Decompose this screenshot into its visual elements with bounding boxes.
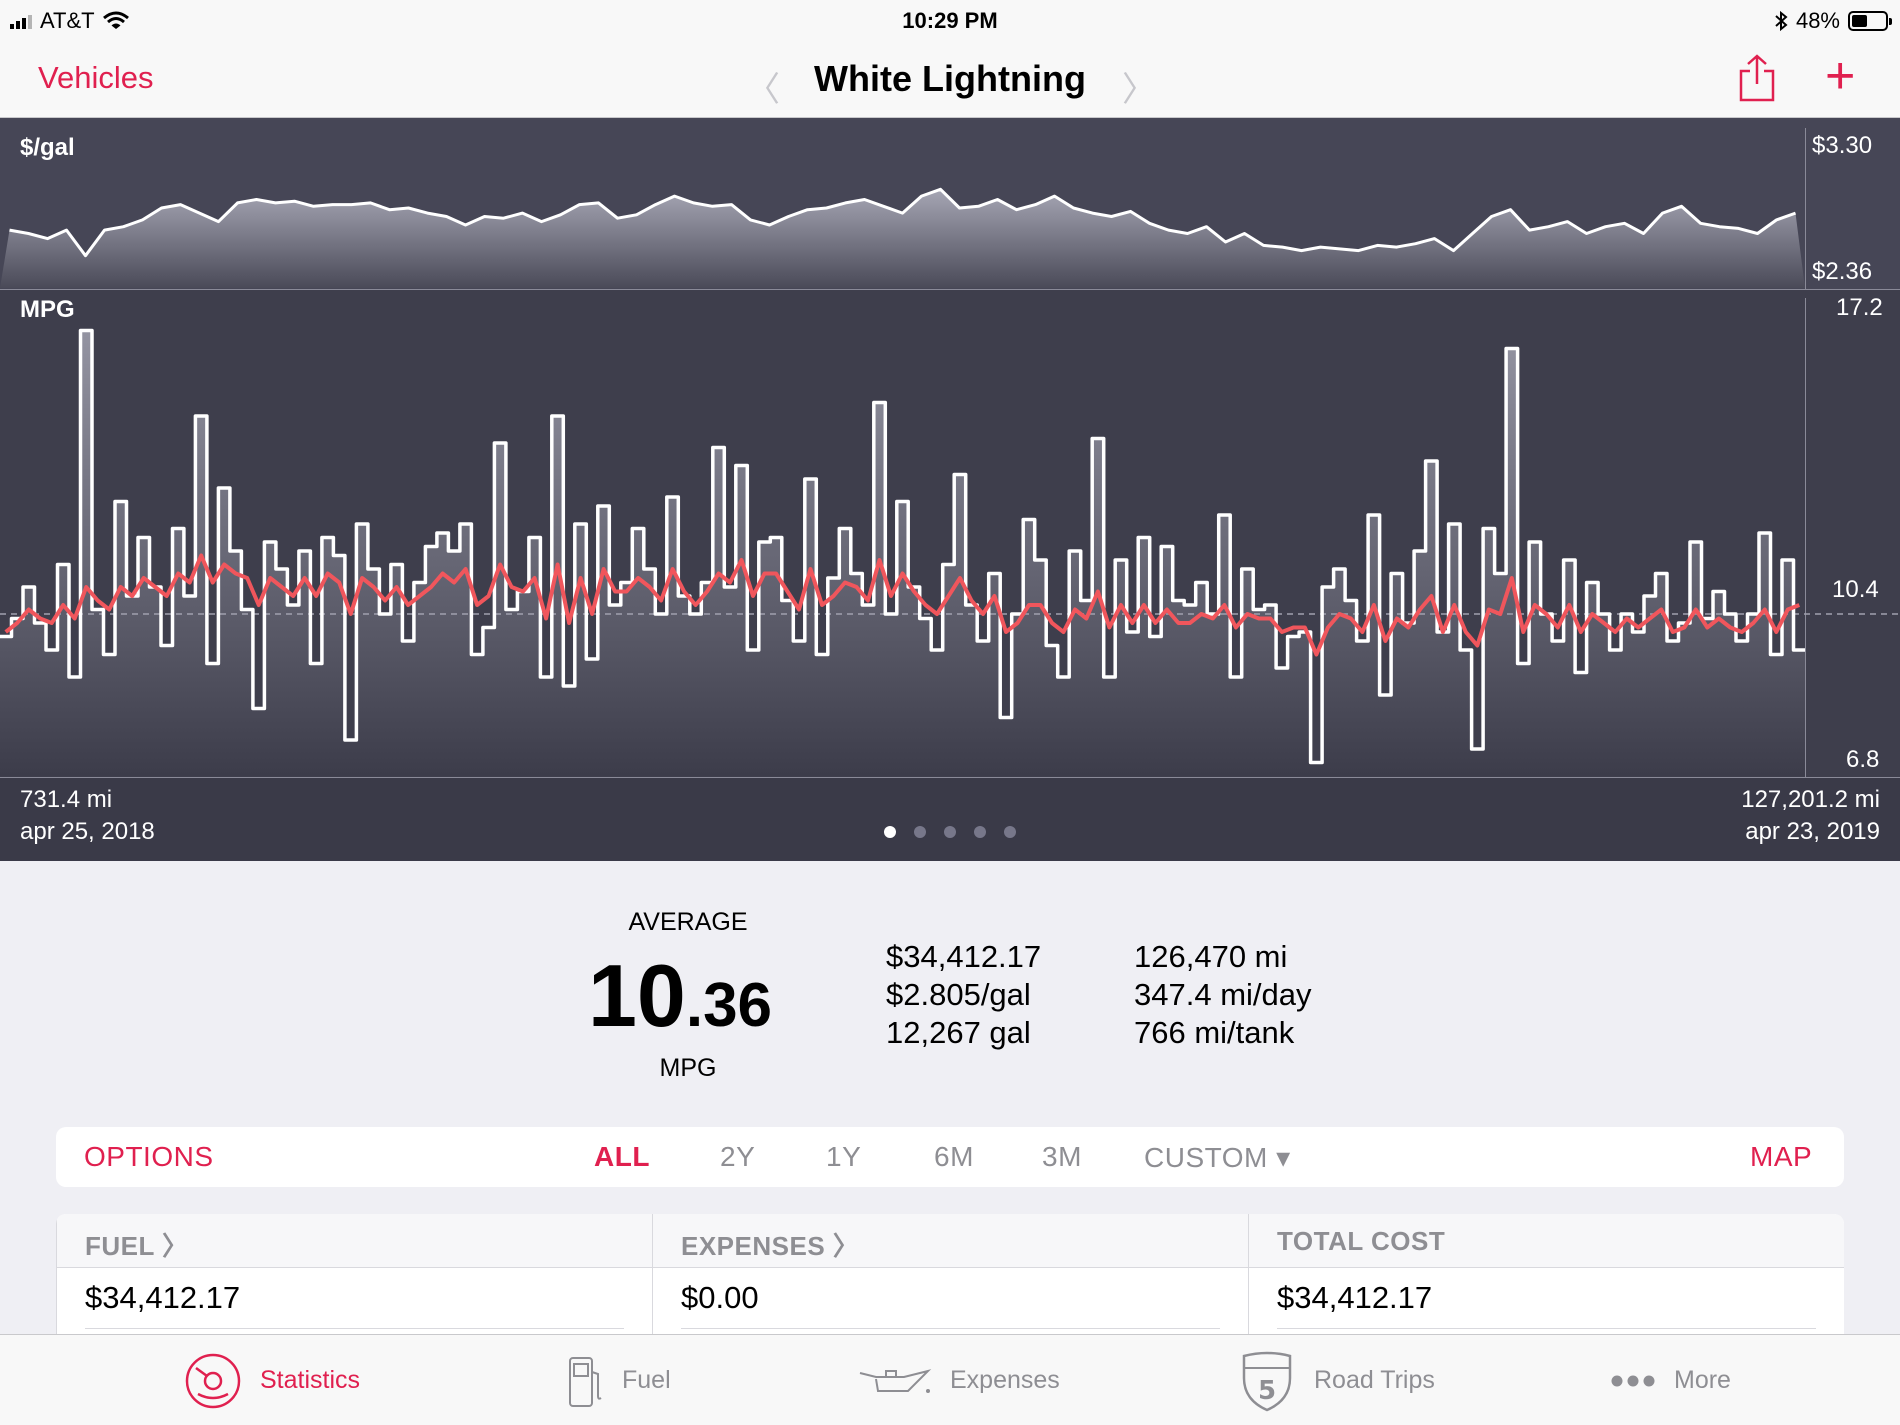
page-dot[interactable]	[1004, 826, 1016, 838]
page-dot[interactable]	[974, 826, 986, 838]
chart-end-info: 127,201.2 mi apr 23, 2019	[1741, 784, 1880, 848]
bluetooth-icon	[1775, 10, 1788, 32]
tab-fuel-label: Fuel	[622, 1366, 671, 1394]
expenses-header[interactable]: EXPENSES 〉	[681, 1231, 860, 1261]
share-icon[interactable]	[1737, 54, 1777, 102]
tab-fuel[interactable]: Fuel	[566, 1335, 671, 1425]
price-line	[9, 187, 1797, 258]
total-cost-header: TOTAL COST	[1277, 1226, 1446, 1256]
add-entry-button[interactable]: +	[1825, 47, 1856, 105]
status-bar: AT&T 10:29 PM 48%	[0, 0, 1900, 40]
map-button[interactable]: MAP	[1750, 1141, 1813, 1172]
chart-start-info: 731.4 mi apr 25, 2018	[20, 784, 155, 848]
end-date: apr 23, 2019	[1745, 818, 1880, 845]
tab-more[interactable]: More	[1610, 1335, 1731, 1425]
average-decimal: .36	[685, 971, 773, 1040]
tab-more-label: More	[1674, 1366, 1731, 1394]
range-6m-button[interactable]: 6M	[934, 1141, 974, 1172]
vehicle-title: White Lightning	[814, 58, 1086, 99]
fuel-cost-value: $34,412.17	[85, 1280, 241, 1315]
average-mpg-value: 10.36	[560, 945, 800, 1047]
range-all-button[interactable]: ALL	[594, 1141, 650, 1172]
wifi-icon	[102, 11, 129, 29]
vehicles-back-button[interactable]: Vehicles	[38, 60, 154, 95]
cost-table-header	[56, 1214, 1844, 1268]
page-indicator[interactable]	[0, 826, 1900, 838]
tab-bar: Statistics Fuel Expenses 5 Roa	[0, 1334, 1900, 1425]
distance-per-tank-stat: 766 mi/tank	[1134, 1015, 1295, 1050]
price-per-gal-stat: $2.805/gal	[886, 977, 1031, 1012]
fuel-cost-column[interactable]: FUEL 〉 $34,412.17	[56, 1214, 652, 1334]
mpg-area	[0, 330, 1805, 776]
battery-icon	[1848, 11, 1892, 31]
tab-expenses-label: Expenses	[950, 1366, 1060, 1394]
total-cost-stat: $34,412.17	[886, 939, 1042, 974]
tab-statistics[interactable]: Statistics	[184, 1335, 360, 1425]
distance-per-day-stat: 347.4 mi/day	[1134, 977, 1312, 1012]
total-distance-stat: 126,470 mi	[1134, 939, 1288, 974]
mpg-line	[0, 328, 1805, 765]
mpg-mid-tick: 10.4	[1832, 576, 1879, 603]
price-max-tick: $3.30	[1812, 132, 1873, 159]
average-label: AVERAGE	[628, 908, 748, 936]
options-button[interactable]: OPTIONS	[84, 1141, 214, 1172]
charts-panel[interactable]: $/gal $3.30 $2.36 MPG 17.2 10.4 6.8 731.…	[0, 118, 1900, 861]
oil-can-icon	[859, 1368, 932, 1393]
tab-statistics-label: Statistics	[260, 1366, 361, 1394]
mpg-axis-label: MPG	[20, 296, 75, 323]
mpg-average-line	[4, 553, 1801, 657]
carrier-label: AT&T	[40, 8, 95, 33]
average-unit: MPG	[659, 1054, 717, 1082]
page-dot[interactable]	[884, 826, 896, 838]
custom-range-button[interactable]: CUSTOM ▾	[1144, 1142, 1291, 1173]
mpg-max-tick: 17.2	[1836, 294, 1883, 321]
highway-shield-icon: 5	[1242, 1351, 1292, 1411]
expenses-cost-value: $0.00	[681, 1280, 759, 1315]
total-gallons-stat: 12,267 gal	[886, 1015, 1031, 1050]
page-dot[interactable]	[914, 826, 926, 838]
range-3m-button[interactable]: 3M	[1042, 1141, 1082, 1172]
signal-icon	[10, 13, 32, 29]
gauge-icon	[185, 1353, 241, 1408]
range-2y-button[interactable]: 2Y	[720, 1141, 756, 1172]
chevron-right-icon[interactable]: 〉	[1122, 71, 1156, 109]
mpg-min-tick: 6.8	[1846, 746, 1880, 773]
more-dots-icon	[1611, 1375, 1655, 1386]
tab-road-trips[interactable]: 5 Road Trips	[1238, 1335, 1435, 1425]
total-cost-value: $34,412.17	[1277, 1280, 1433, 1315]
fuel-header[interactable]: FUEL 〉	[85, 1231, 189, 1261]
start-date: apr 25, 2018	[20, 818, 155, 845]
distance-stats: 126,470 mi 347.4 mi/day 766 mi/tank	[1134, 938, 1312, 1052]
cost-table: FUEL 〉 $34,412.17 EXPENSES 〉 $0.00 TOTAL…	[56, 1214, 1844, 1334]
price-min-tick: $2.36	[1812, 258, 1873, 285]
price-area	[0, 189, 1805, 288]
battery-percent: 48%	[1795, 8, 1840, 33]
tab-expenses[interactable]: Expenses	[856, 1335, 1060, 1425]
status-time: 10:29 PM	[902, 8, 998, 33]
tab-road-trips-label: Road Trips	[1314, 1366, 1435, 1394]
average-int: 10	[587, 946, 686, 1045]
charts-canvas	[0, 118, 1900, 778]
svg-text:5: 5	[1258, 1376, 1276, 1406]
end-distance: 127,201.2 mi	[1741, 786, 1880, 813]
start-distance: 731.4 mi	[20, 786, 113, 813]
fuel-pump-icon	[569, 1356, 602, 1407]
chevron-left-icon[interactable]: 〈	[746, 71, 780, 109]
navigation-bar: Vehicles 〈 White Lightning 〉 +	[0, 40, 1900, 118]
time-range-filter: OPTIONS ALL 2Y 1Y 6M 3M CUSTOM ▾ MAP	[56, 1127, 1844, 1187]
cost-stats: $34,412.17 $2.805/gal 12,267 gal	[886, 938, 1041, 1052]
page-dot[interactable]	[944, 826, 956, 838]
total-cost-column: TOTAL COST $34,412.17	[1248, 1214, 1844, 1334]
price-axis-label: $/gal	[20, 134, 75, 161]
range-1y-button[interactable]: 1Y	[826, 1141, 862, 1172]
expenses-cost-column[interactable]: EXPENSES 〉 $0.00	[652, 1214, 1248, 1334]
